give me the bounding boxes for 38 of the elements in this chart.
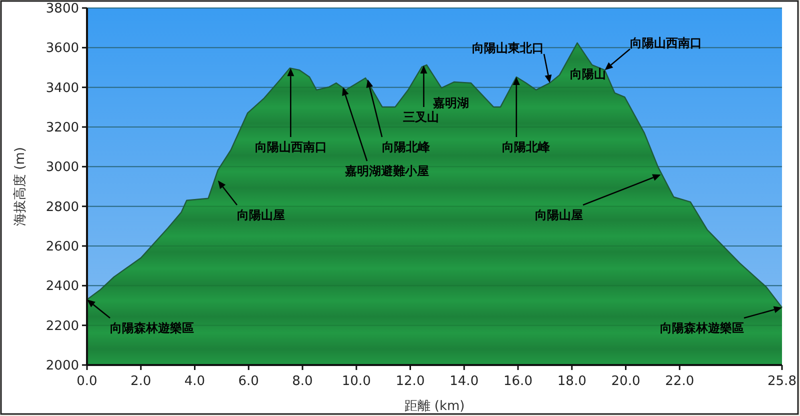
x-tick-label: 10.0 [342, 374, 371, 389]
annotation: 向陽山屋 [237, 208, 285, 222]
annotation: 向陽山 [570, 67, 606, 81]
y-tick-label: 3000 [46, 160, 79, 176]
annotation: 三叉山 [403, 110, 439, 124]
y-tick-label: 3600 [46, 41, 79, 56]
x-tick-label: 0.0 [76, 374, 98, 389]
y-tick-label: 2600 [46, 240, 79, 255]
y-axis-title: 海拔高度 (m) [12, 147, 28, 226]
annotation: 嘉明湖避難小屋 [345, 164, 429, 178]
annotation: 向陽山東北口 [472, 41, 544, 55]
x-tick-label: 14.0 [450, 374, 479, 389]
annotation: 向陽森林遊樂區 [110, 321, 194, 335]
y-tick-label: 2200 [46, 318, 79, 334]
x-tick-label: 8.0 [292, 374, 313, 389]
x-tick-label: 2.0 [130, 374, 152, 389]
x-tick-label: 22.0 [665, 374, 694, 389]
y-tick-label: 3400 [46, 80, 79, 96]
annotation: 向陽森林遊樂區 [660, 321, 744, 335]
x-tick-label: 4.0 [184, 374, 206, 389]
x-tick-label: 20.0 [611, 374, 640, 389]
y-tick-label: 3800 [46, 2, 79, 17]
annotation: 向陽北峰 [382, 140, 431, 154]
annotation: 嘉明湖 [433, 96, 469, 110]
annotation: 向陽北峰 [502, 140, 551, 154]
y-tick-label: 2000 [46, 358, 79, 374]
x-tick-label: 12.0 [396, 374, 425, 389]
x-tick-label: 6.0 [238, 374, 259, 389]
annotation: 向陽山西南口 [630, 36, 702, 50]
x-tick-label: 25.8 [768, 374, 796, 389]
annotation: 向陽山屋 [535, 208, 583, 222]
x-tick-label: 16.0 [504, 374, 532, 389]
y-tick-label: 3200 [46, 120, 79, 136]
y-tick-label: 2400 [46, 279, 79, 294]
x-axis-title: 距離 (km) [404, 399, 465, 414]
x-tick-label: 18.0 [557, 374, 586, 389]
annotation: 向陽山西南口 [255, 140, 327, 154]
y-tick-label: 2800 [46, 200, 79, 215]
